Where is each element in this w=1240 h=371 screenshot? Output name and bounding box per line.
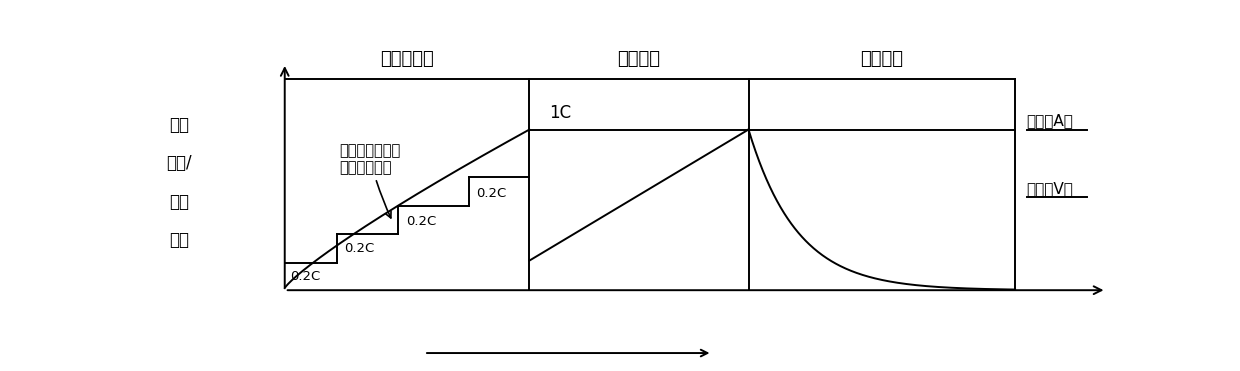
Text: 电流（A）: 电流（A） (1027, 114, 1074, 129)
Text: 恒压阶段: 恒压阶段 (861, 50, 903, 68)
Text: 恒流阶段: 恒流阶段 (618, 50, 661, 68)
Text: 预充电阶段电流
变化近似曲线: 预充电阶段电流 变化近似曲线 (340, 143, 401, 218)
Text: 充电: 充电 (169, 193, 188, 211)
Text: 充电: 充电 (169, 115, 188, 134)
Text: 1C: 1C (548, 104, 570, 122)
Text: 0.2C: 0.2C (345, 243, 374, 256)
Text: 电压（V）: 电压（V） (1027, 181, 1074, 196)
Text: 电流/: 电流/ (166, 154, 192, 172)
Text: 预充电阶段: 预充电阶段 (381, 50, 434, 68)
Text: 电压: 电压 (169, 231, 188, 249)
Text: 0.2C: 0.2C (290, 270, 321, 283)
Text: 0.2C: 0.2C (405, 215, 436, 228)
Text: 0.2C: 0.2C (476, 187, 506, 200)
